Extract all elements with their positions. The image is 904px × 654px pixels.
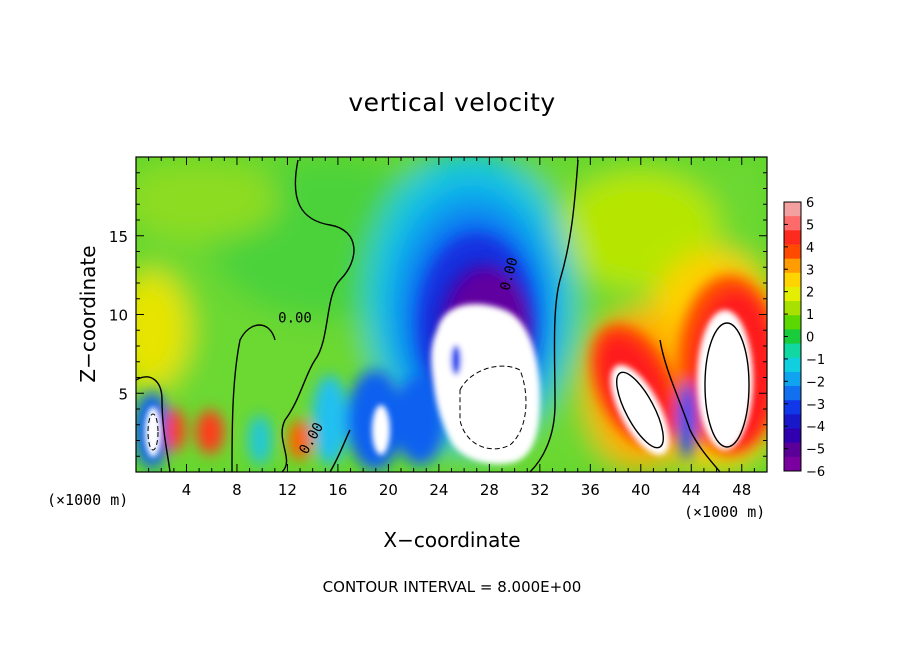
colorbar-swatch [784,442,801,458]
x-tick-label: 16 [328,481,347,499]
x-tick-label: 4 [182,481,192,499]
colorbar-label: −4 [806,420,825,435]
colorbar-label: 2 [806,286,814,301]
colorbar-label: −2 [806,375,825,390]
contour-interval-note: CONTOUR INTERVAL = 8.000E+00 [322,578,582,596]
x-tick-label: 28 [480,481,499,499]
colorbar-swatch [784,202,801,217]
colorbar-swatch [784,301,801,316]
x-tick-label: 8 [232,481,242,499]
colorbar-swatch [784,357,801,373]
colorbar-label: 0 [806,331,814,346]
chart-title: vertical velocity [348,88,556,117]
colorbar-label: −5 [806,443,825,458]
x-tick-label: 36 [581,481,600,499]
colorbar-swatch [784,230,801,245]
x-unit-left: (×1000 m) [47,491,129,509]
colorbar-swatch [784,414,801,430]
colorbar-label: −3 [806,398,825,413]
colorbar-swatch [784,216,801,231]
colorbar-swatch [784,428,801,444]
x-unit-right: (×1000 m) [684,503,766,521]
colorbar-label: 3 [806,263,814,278]
x-tick-label: 44 [682,481,701,499]
y-tick-label: 5 [118,385,128,403]
colorbar-label: −1 [806,353,825,368]
colorbar-swatch [784,386,801,401]
colorbar-swatch [784,371,801,387]
heatmap-field [136,157,767,472]
colorbar-swatch [784,343,801,359]
colorbar-label: 6 [806,196,814,211]
colorbar-swatch [784,456,801,472]
x-tick-label: 12 [278,481,297,499]
x-tick-label: 48 [732,481,751,499]
x-axis-label: X−coordinate [383,528,521,552]
colorbar-label: 4 [806,241,814,256]
colorbar-label: 1 [806,308,814,323]
colorbar-swatch [784,400,801,415]
x-tick-label: 40 [631,481,650,499]
x-tick-label: 32 [530,481,549,499]
colorbar-label: 5 [806,218,814,233]
y-tick-label: 10 [109,307,128,325]
colorbar-swatch [784,315,801,330]
colorbar-swatch [784,286,801,302]
x-tick-label: 24 [429,481,448,499]
colorbar-label: −6 [806,465,825,480]
colorbar-swatch [784,258,801,274]
colorbar-swatch [784,244,801,260]
y-tick-label: 15 [109,228,128,246]
y-axis-label: Z−coordinate [76,245,100,383]
contour-lines [136,159,750,472]
contour-label: 0.00 [278,310,312,326]
colorbar-swatch [784,329,801,345]
colorbar-swatch [784,272,801,288]
x-tick-label: 20 [379,481,398,499]
